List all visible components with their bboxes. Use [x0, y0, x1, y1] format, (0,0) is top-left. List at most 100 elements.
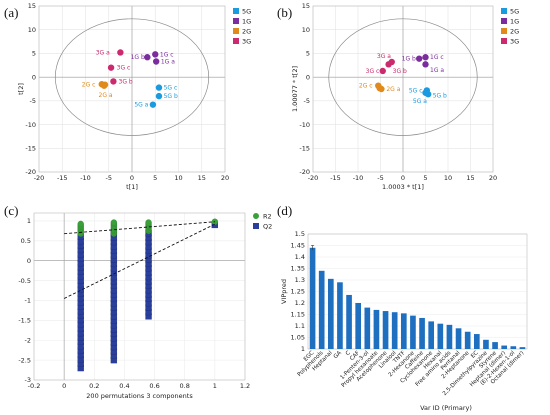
x-tick-label: -15 [330, 174, 341, 182]
y-tick-label: 10 [28, 26, 36, 34]
bar-10 [400, 313, 407, 349]
bar-20 [492, 342, 498, 349]
x-tick-label: 0 [62, 382, 66, 390]
plot-frame [33, 212, 246, 381]
y-tick-label: 15 [28, 2, 36, 10]
x-tick-label: 10 [174, 174, 182, 182]
data-point-1g-c [422, 54, 429, 61]
x-tick-label: 1 [213, 382, 217, 390]
y-tick-label: -20 [25, 168, 36, 176]
q2-marker [211, 221, 218, 228]
y-axis-label: VIPpred [280, 279, 288, 304]
y-tick-label: 1.25 [291, 288, 305, 296]
data-point-3g-a [117, 49, 124, 56]
legend-swatch-5g [233, 8, 239, 14]
score-plot-b: -20 -15 -10 -5 0 5 10 15 20 -20 -15 -10 -5 0 5 10 15 1.00… [291, 2, 519, 191]
y-tick-label: 10 [302, 26, 310, 34]
panel-label-d: (d) [277, 203, 292, 218]
x-tick-label: 5 [153, 174, 157, 182]
data-point-5g-a [422, 89, 429, 96]
point-label: 1G b [402, 56, 416, 63]
y-tick-label: 5 [306, 50, 310, 58]
data-point-3g-b [379, 67, 386, 75]
point-label: 5G b [433, 93, 447, 100]
permutation-plot: -0.2 0 0.2 0.4 0.6 0.8 1 1.2 -3 -2.5 -2 -1.5 -1 -0.5 0… [18, 213, 272, 401]
data-point-1g-a [152, 58, 160, 65]
data-point-5g-b [155, 92, 163, 100]
data-point-1g-a [422, 61, 429, 68]
x-tick-label: 0.4 [119, 382, 129, 390]
y-tick-label: 1.05 [291, 334, 305, 342]
y-tick-label: 1.2 [295, 299, 305, 307]
point-label: 5G b [164, 93, 178, 100]
bar-5 [355, 303, 362, 349]
y-tick-label: 0 [306, 73, 310, 81]
data-point-3g-c [385, 61, 392, 68]
y-tick-label: 1 [301, 345, 305, 353]
point-label: 3G a [377, 53, 391, 60]
y-tick-label: -10 [299, 121, 310, 129]
legend-label-5g: 5G [510, 8, 519, 16]
legend-swatch-3g [501, 38, 507, 44]
legend-swatch-q2 [253, 223, 259, 229]
legend-swatch-1g [233, 18, 239, 24]
category-label: CAF [349, 350, 361, 362]
hotelling-ellipse [328, 18, 478, 136]
point-label: 3G b [393, 68, 407, 75]
y-tick-label: 1.15 [291, 311, 305, 319]
point-label: 3G c [366, 68, 380, 75]
legend-label-q2: Q2 [263, 223, 272, 231]
legend-label-3g: 3G [510, 38, 519, 46]
bar-4 [346, 294, 352, 349]
legend-swatch-5g [501, 8, 507, 14]
r2-marker [145, 219, 152, 226]
category-label: GA [333, 350, 343, 360]
data-point-1g-c [152, 51, 159, 58]
category-label: C [345, 350, 352, 357]
legend-swatch-2g [501, 28, 507, 34]
y-tick-label: -5 [30, 97, 36, 105]
data-point-3g-c [107, 64, 115, 71]
point-label: 5G c [164, 85, 178, 92]
score-plot-a: -20 -15 -10 -5 0 5 10 15 20 -20 -15 -10 -5 0 5 10 15 t[1]… [17, 2, 251, 191]
legend-label-r2: R2 [263, 213, 272, 221]
r2-marker [110, 219, 118, 226]
category-label: EC [470, 350, 480, 360]
x-tick-label: -5 [106, 174, 112, 182]
legend-swatch-2g [233, 28, 239, 34]
r2-marker [77, 220, 84, 228]
point-label: 1G c [160, 51, 174, 58]
point-label: 5G a [134, 102, 148, 109]
data-point-1g-b [144, 54, 151, 61]
point-label: 2G a [386, 86, 400, 93]
q2-regression-line [63, 223, 216, 299]
vip-bar-chart: 1 1.05 1.1 1.15 1.2 1.25 1.3 1.35 1.4 1.45 1.5 VIPp… [280, 230, 528, 412]
plot-frame [307, 233, 528, 350]
bar-7 [373, 309, 380, 349]
x-tick-label: -10 [353, 174, 364, 182]
y-tick-label: 1.45 [291, 242, 305, 250]
point-label: 1G b [131, 54, 145, 61]
y-tick-label: 1.5 [295, 230, 305, 238]
y-tick-label: 0.5 [21, 237, 31, 245]
point-label: 2G a [99, 92, 113, 99]
plot-frame [38, 5, 226, 173]
bar-1 [318, 270, 325, 349]
y-tick-label: -1.5 [18, 317, 31, 325]
point-label: 3G b [119, 78, 133, 85]
y-tick-label: -2.5 [18, 356, 31, 364]
bar-14 [437, 323, 444, 349]
hotelling-ellipse [54, 18, 210, 136]
y-tick-label: 0 [32, 73, 36, 81]
x-axis-label: Var ID (Primary) [420, 404, 472, 412]
bar-22 [510, 346, 517, 349]
y-tick-label: -5 [304, 97, 310, 105]
r2-regression-line [64, 221, 215, 235]
point-label: 1G c [430, 54, 444, 61]
y-tick-label: 1 [27, 217, 31, 225]
x-tick-label: 10 [444, 174, 452, 182]
bar-19 [483, 339, 489, 349]
legend-swatch-1g [501, 18, 507, 24]
bar-11 [410, 315, 416, 349]
y-tick-label: 15 [302, 2, 310, 10]
